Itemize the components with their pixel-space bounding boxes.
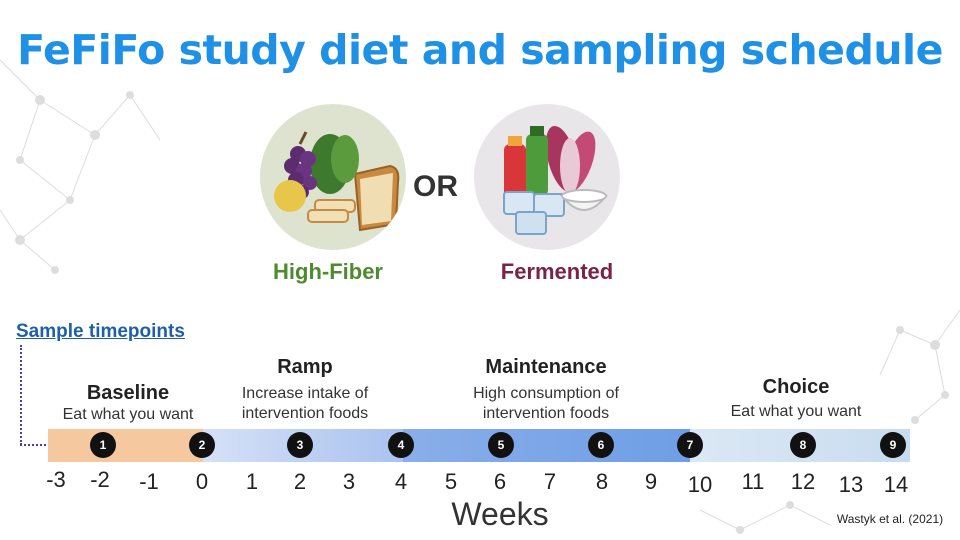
- week-tick: 12: [790, 469, 816, 494]
- or-label: OR: [413, 170, 458, 203]
- week-tick: 13: [838, 472, 864, 497]
- week-tick: 5: [444, 469, 458, 494]
- week-tick: 4: [394, 469, 408, 494]
- week-tick: 7: [543, 469, 557, 494]
- phase-baseline-title: Baseline: [86, 382, 170, 404]
- timepoint-marker-3[interactable]: 3: [287, 432, 313, 458]
- high-fiber-foods-image: [260, 104, 406, 250]
- timepoint-guide-vertical: [20, 345, 22, 445]
- timepoint-marker-9[interactable]: 9: [880, 432, 906, 458]
- phase-maintenance-desc-line2: intervention foods: [482, 405, 610, 422]
- phase-choice-title: Choice: [762, 376, 830, 398]
- weeks-axis-label: Weeks: [451, 496, 549, 532]
- page-title: FeFiFo study diet and sampling schedule: [17, 26, 943, 74]
- week-tick: 11: [741, 469, 765, 494]
- fermented-foods-image: [474, 104, 620, 250]
- citation: Wastyk et al. (2021): [836, 512, 944, 526]
- phase-baseline-desc: Eat what you want: [62, 406, 194, 423]
- phase-ramp-desc-line1: Increase intake of: [241, 385, 369, 402]
- week-tick: 14: [883, 472, 909, 497]
- phase-ramp-title: Ramp: [277, 356, 333, 378]
- timepoint-marker-8[interactable]: 8: [790, 432, 816, 458]
- phase-choice-desc: Eat what you want: [730, 403, 862, 420]
- timepoint-marker-4[interactable]: 4: [388, 432, 414, 458]
- week-tick: 9: [644, 469, 658, 494]
- phase-maintenance-title: Maintenance: [485, 356, 607, 378]
- sample-timepoints-link[interactable]: Sample timepoints: [16, 321, 185, 342]
- week-tick: 1: [245, 469, 259, 494]
- phase-maintenance-desc-line1: High consumption of: [473, 385, 619, 402]
- timepoint-marker-7[interactable]: 7: [677, 432, 703, 458]
- high-fiber-label: High-Fiber: [273, 259, 383, 284]
- week-tick: 3: [342, 469, 356, 494]
- phase-ramp-desc-line2: intervention foods: [241, 405, 369, 422]
- week-tick: -1: [139, 469, 159, 494]
- week-tick: 6: [493, 469, 507, 494]
- timeline-bar-baseline: [48, 429, 203, 462]
- timepoint-marker-1[interactable]: 1: [90, 432, 116, 458]
- week-tick: 8: [595, 469, 609, 494]
- week-tick: -2: [90, 467, 110, 492]
- timepoint-marker-2[interactable]: 2: [189, 432, 215, 458]
- week-tick: -3: [46, 467, 66, 492]
- fermented-label: Fermented: [500, 259, 614, 284]
- timeline-bar-maintenance: [403, 429, 690, 462]
- week-tick: 0: [195, 469, 209, 494]
- timepoint-marker-5[interactable]: 5: [488, 432, 514, 458]
- week-tick: 2: [293, 469, 307, 494]
- timepoint-marker-6[interactable]: 6: [588, 432, 614, 458]
- week-tick: 10: [687, 472, 713, 497]
